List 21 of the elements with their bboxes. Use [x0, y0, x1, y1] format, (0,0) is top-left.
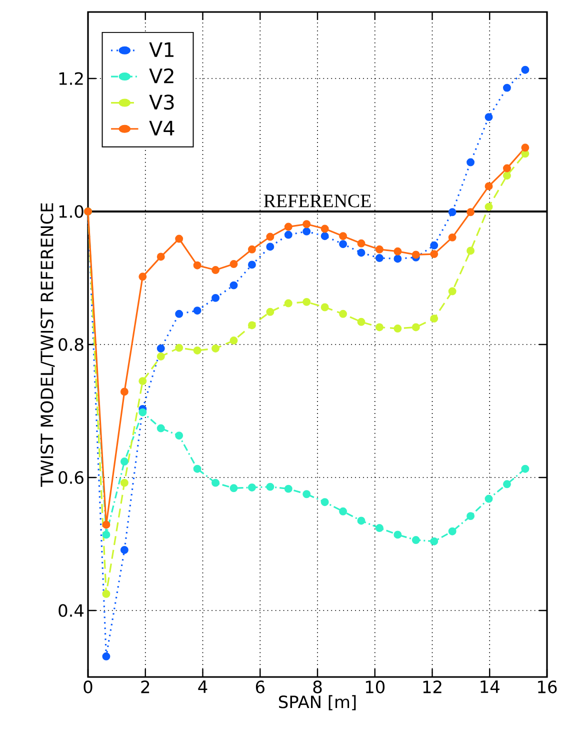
- legend-label: V4: [149, 120, 174, 136]
- y-tick-label: 1.2: [59, 72, 83, 85]
- x-tick-label: 6: [256, 680, 264, 694]
- x-tick-label: 10: [366, 680, 385, 694]
- legend-label: V3: [149, 94, 174, 110]
- x-tick-label: 4: [198, 680, 208, 693]
- y-tick-label: 0.6: [58, 471, 84, 484]
- y-tick-label: 0.8: [58, 338, 84, 351]
- legend-label: V2: [149, 68, 174, 84]
- y-tick-label: 0.4: [58, 604, 84, 617]
- x-tick-label: 8: [313, 680, 322, 694]
- x-axis-title: SPAN [m]: [278, 695, 356, 710]
- x-tick-label: 2: [141, 680, 150, 694]
- legend-label: V1: [149, 42, 174, 57]
- y-axis-title: TWIST MODEL/TWIST REFERENCE: [40, 203, 55, 487]
- x-tick-label: 14: [480, 680, 500, 693]
- x-tick-label: 0: [84, 680, 92, 694]
- x-tick-label: 16: [538, 680, 557, 694]
- ref-line-label: REFERENCE: [264, 194, 371, 208]
- x-tick-label: 12: [423, 680, 442, 694]
- y-tick-label: 1.0: [59, 205, 84, 218]
